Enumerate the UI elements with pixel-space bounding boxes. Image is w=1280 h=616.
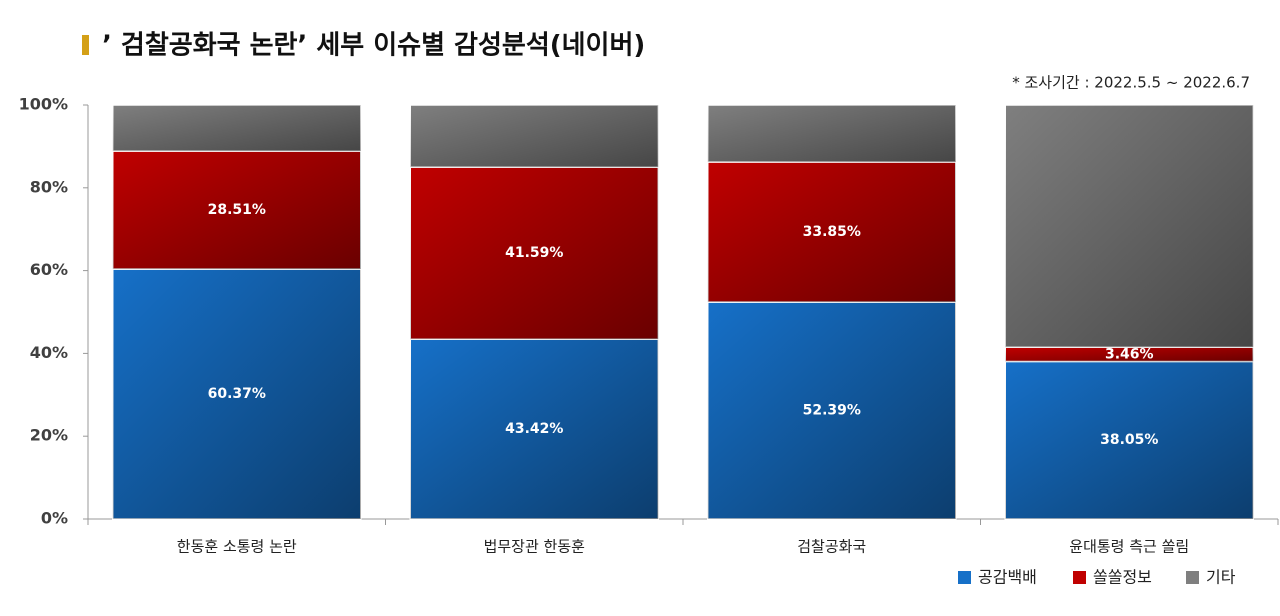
value-label: 60.37% — [208, 386, 266, 402]
legend-label: 공감백배 — [978, 568, 1037, 587]
legend-swatch — [958, 571, 971, 584]
y-tick-label: 40% — [30, 343, 68, 362]
y-tick-label: 20% — [30, 426, 68, 445]
bar-segment — [112, 104, 362, 152]
x-tick-label: 검찰공화국 — [797, 538, 866, 556]
chart-subtitle: * 조사기간 : 2022.5.5 ~ 2022.6.7 — [1012, 74, 1250, 92]
y-tick-label: 80% — [30, 177, 68, 196]
legend-label: 쏠쏠정보 — [1093, 568, 1152, 587]
y-tick-label: 60% — [30, 260, 68, 279]
legend-swatch — [1073, 571, 1086, 584]
bar-segment — [707, 104, 957, 163]
title-marker — [82, 35, 89, 55]
value-label: 43.42% — [505, 421, 563, 437]
bar-segment — [1004, 104, 1254, 348]
legend-label: 기타 — [1206, 568, 1236, 587]
y-tick-label: 100% — [19, 95, 68, 114]
bar-segment — [409, 104, 659, 168]
x-tick-label: 한동훈 소통령 논란 — [177, 538, 297, 556]
x-tick-label: 윤대통령 측근 쏠림 — [1069, 538, 1189, 556]
value-label: 3.46% — [1105, 346, 1154, 362]
chart-title: ’ 검찰공화국 논란’ 세부 이슈별 감성분석(네이버) — [102, 31, 645, 61]
x-tick-label: 법무장관 한동훈 — [484, 538, 585, 556]
value-label: 41.59% — [505, 245, 563, 261]
value-label: 28.51% — [208, 202, 266, 218]
value-label: 38.05% — [1100, 432, 1158, 448]
legend-swatch — [1186, 571, 1199, 584]
y-tick-label: 0% — [41, 509, 68, 528]
value-label: 33.85% — [803, 224, 861, 240]
value-label: 52.39% — [803, 403, 861, 419]
